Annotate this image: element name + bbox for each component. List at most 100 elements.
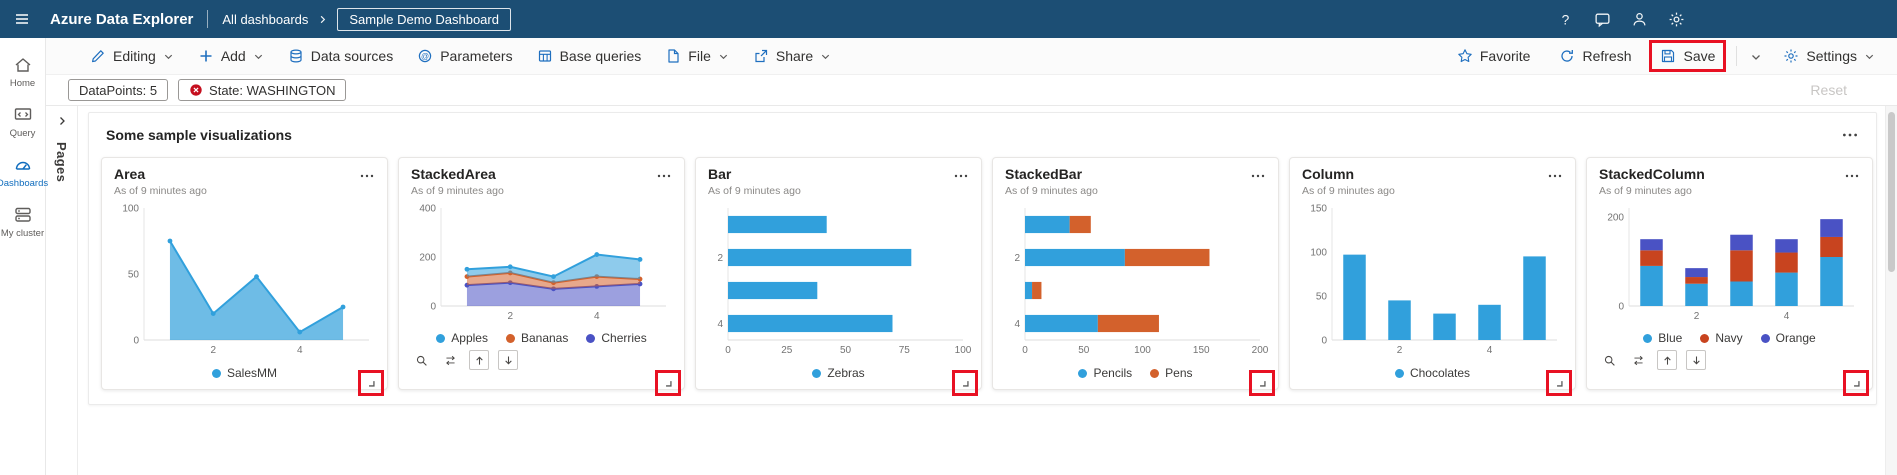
svg-text:2: 2 xyxy=(210,345,216,356)
pencil-icon xyxy=(90,48,106,64)
settings-button[interactable]: Settings xyxy=(1775,43,1883,69)
highlight-box-save: Save xyxy=(1649,40,1727,72)
save-button[interactable]: Save xyxy=(1652,43,1723,69)
tile-legend: Zebras xyxy=(708,366,969,380)
sidebar-item-label: Query xyxy=(9,127,36,139)
share-button[interactable]: Share xyxy=(745,43,839,69)
vertical-scrollbar[interactable] xyxy=(1885,106,1897,475)
chevron-down-icon xyxy=(718,51,729,62)
tile-legend: Apples Bananas Cherries xyxy=(411,331,672,345)
tile-stackedbar: StackedBar As of 9 minutes ago 0 50 100 150 20… xyxy=(992,157,1279,396)
arrow-up-icon[interactable] xyxy=(469,350,489,370)
breadcrumb-current-dashboard[interactable]: Sample Demo Dashboard xyxy=(337,7,511,31)
tile-more-menu-icon[interactable] xyxy=(1250,168,1266,184)
scrollbar-thumb[interactable] xyxy=(1888,112,1895,272)
sidebar-item-my-cluster[interactable]: My cluster xyxy=(0,198,46,245)
filter-pill-datapoints[interactable]: DataPoints: 5 xyxy=(68,79,169,101)
arrow-down-icon[interactable] xyxy=(1686,350,1706,370)
sidebar-item-dashboards[interactable]: Dashboards xyxy=(0,148,48,195)
filter-pill-state[interactable]: State: WASHINGTON xyxy=(178,79,347,101)
reset-button[interactable]: Reset xyxy=(1810,82,1847,98)
filter-pill-label: DataPoints: 5 xyxy=(79,82,158,98)
parameters-button[interactable]: @ Parameters xyxy=(409,43,520,69)
legend-salesmm[interactable]: SalesMM xyxy=(211,366,277,380)
resize-handle-icon[interactable] xyxy=(1553,377,1566,390)
resize-handle-icon[interactable] xyxy=(365,377,378,390)
refresh-icon xyxy=(1559,48,1575,64)
tile-more-menu-icon[interactable] xyxy=(656,168,672,184)
legend-dot xyxy=(812,368,822,378)
tile-more-menu-icon[interactable] xyxy=(1547,168,1563,184)
tile-title: Column xyxy=(1302,166,1355,182)
highlight-box-resize-handle xyxy=(1843,370,1869,396)
arrow-up-icon[interactable] xyxy=(1657,350,1677,370)
tile-legend: SalesMM xyxy=(114,366,375,380)
legend-pencils[interactable]: Pencils xyxy=(1078,366,1132,380)
section-more-menu-icon[interactable] xyxy=(1841,126,1859,144)
database-icon xyxy=(288,48,304,64)
tile-drill-controls xyxy=(411,350,672,370)
editing-button[interactable]: Editing xyxy=(82,43,182,69)
svg-text:0: 0 xyxy=(1022,345,1028,356)
resize-handle-icon[interactable] xyxy=(662,377,675,390)
share-icon xyxy=(753,48,769,64)
resize-handle-icon[interactable] xyxy=(1256,377,1269,390)
legend-cherries[interactable]: Cherries xyxy=(586,331,647,345)
feedback-icon[interactable] xyxy=(1594,11,1611,28)
file-button[interactable]: File xyxy=(657,43,737,69)
tile-more-menu-icon[interactable] xyxy=(359,168,375,184)
sidebar-item-label: My cluster xyxy=(0,227,45,239)
gear-icon[interactable] xyxy=(1668,11,1685,28)
svg-text:?: ? xyxy=(1562,11,1570,27)
arrow-down-icon[interactable] xyxy=(498,350,518,370)
legend-label: Blue xyxy=(1658,331,1683,345)
tile-header: Bar xyxy=(708,166,969,184)
legend-orange[interactable]: Orange xyxy=(1760,331,1816,345)
legend-chocolates[interactable]: Chocolates xyxy=(1394,366,1470,380)
legend-zebras[interactable]: Zebras xyxy=(812,366,865,380)
parameters-label: Parameters xyxy=(440,48,513,64)
svg-text:200: 200 xyxy=(419,253,436,264)
favorite-button[interactable]: Favorite xyxy=(1449,43,1539,69)
swap-icon[interactable] xyxy=(440,350,460,370)
tile-header: Column xyxy=(1302,166,1563,184)
data-sources-button[interactable]: Data sources xyxy=(280,43,401,69)
help-icon[interactable]: ? xyxy=(1557,11,1574,28)
search-icon[interactable] xyxy=(1599,350,1619,370)
legend-dot xyxy=(211,368,221,378)
tile-more-menu-icon[interactable] xyxy=(1844,168,1860,184)
refresh-button[interactable]: Refresh xyxy=(1551,43,1639,69)
expand-pages-chevron-icon[interactable] xyxy=(56,115,68,127)
tile-subtitle: As of 9 minutes ago xyxy=(1005,185,1098,197)
svg-text:150: 150 xyxy=(1310,204,1327,215)
refresh-label: Refresh xyxy=(1582,48,1632,64)
remove-filter-icon[interactable] xyxy=(189,83,203,97)
person-icon[interactable] xyxy=(1631,11,1648,28)
search-icon[interactable] xyxy=(411,350,431,370)
resize-handle-icon[interactable] xyxy=(1850,377,1863,390)
tile-chart: 0 200 2 4 xyxy=(1599,200,1860,329)
legend-pens[interactable]: Pens xyxy=(1150,366,1193,380)
breadcrumb-all-dashboards[interactable]: All dashboards xyxy=(222,11,309,27)
tile-header: StackedArea xyxy=(411,166,672,184)
svg-text:100: 100 xyxy=(1134,345,1151,356)
svg-text:200: 200 xyxy=(1607,212,1624,223)
tile-more-menu-icon[interactable] xyxy=(953,168,969,184)
save-options-chevron-icon[interactable] xyxy=(1750,50,1762,62)
tile-title: Bar xyxy=(708,166,732,182)
add-button[interactable]: Add xyxy=(190,43,272,69)
tile-title: Area xyxy=(114,166,146,182)
tile-chart: 0 25 50 75 100 2 4 xyxy=(708,200,972,363)
legend-blue[interactable]: Blue xyxy=(1643,331,1682,345)
hamburger-menu-icon[interactable] xyxy=(0,11,44,27)
resize-handle-icon[interactable] xyxy=(959,377,972,390)
base-queries-button[interactable]: Base queries xyxy=(529,43,650,69)
legend-apples[interactable]: Apples xyxy=(436,331,488,345)
sidebar-item-query[interactable]: Query xyxy=(0,98,46,145)
pages-label: Pages xyxy=(54,142,69,183)
swap-icon[interactable] xyxy=(1628,350,1648,370)
tile-title: StackedBar xyxy=(1005,166,1083,182)
sidebar-item-home[interactable]: Home xyxy=(0,48,46,95)
legend-bananas[interactable]: Bananas xyxy=(505,331,568,345)
legend-navy[interactable]: Navy xyxy=(1700,331,1743,345)
